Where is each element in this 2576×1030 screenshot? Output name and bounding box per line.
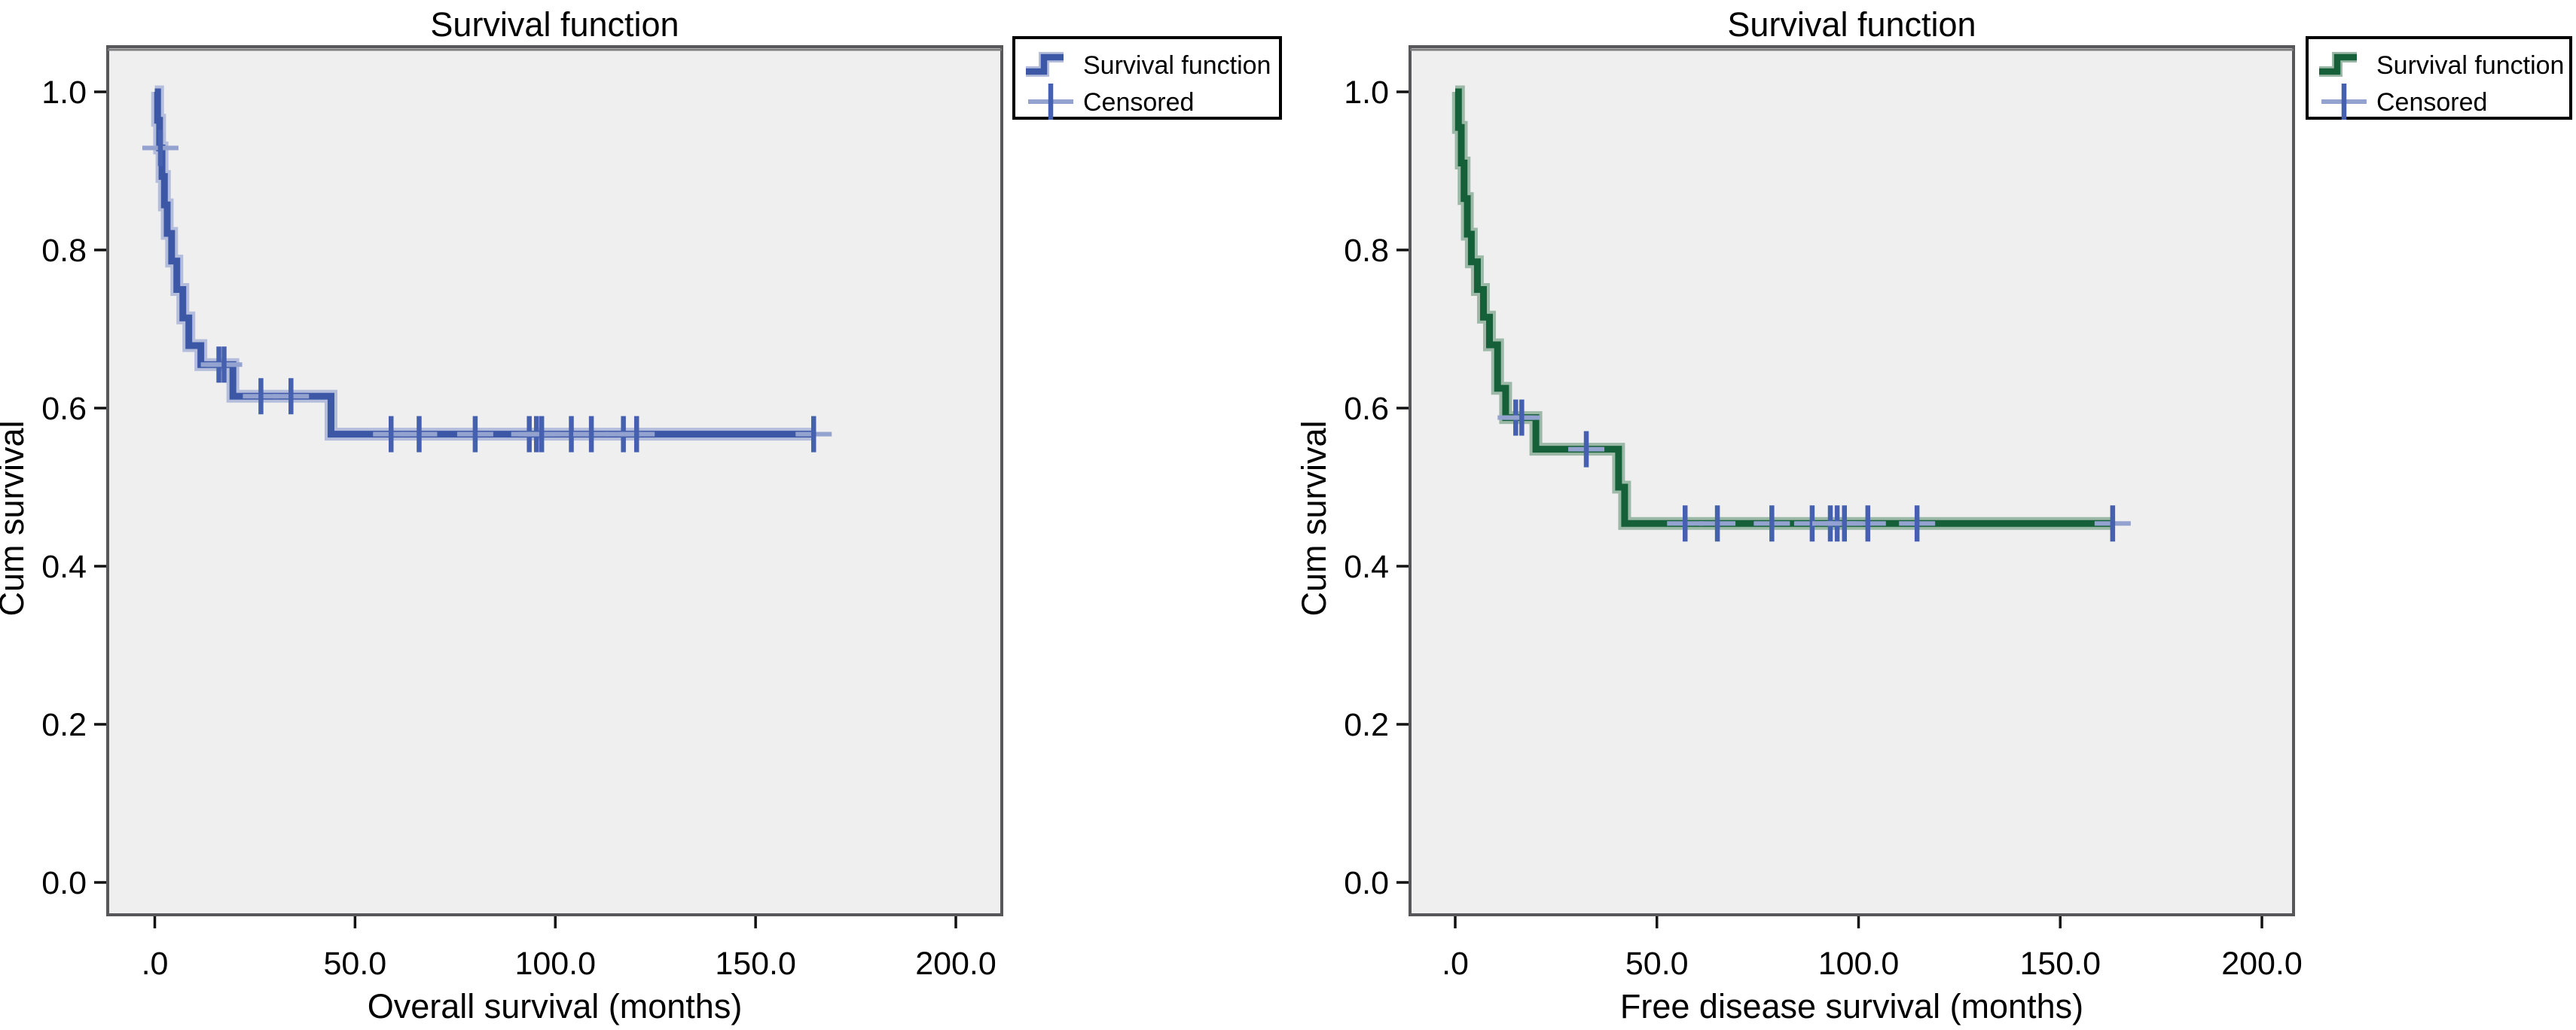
x-tick-label: .0	[1442, 946, 1469, 982]
y-tick-label: 0.2	[1344, 707, 1389, 743]
chart-title: Survival function	[1727, 5, 1976, 44]
y-tick-label: 0.8	[1344, 233, 1389, 269]
y-tick-label: 0.0	[1344, 865, 1389, 901]
x-tick-label: 150.0	[2019, 946, 2101, 982]
y-tick-label: 0.2	[41, 707, 87, 743]
legend-censored-label: Censored	[2376, 88, 2487, 117]
x-axis-label: Free disease survival (months)	[1620, 987, 2083, 1025]
x-tick-label: 200.0	[2221, 946, 2303, 982]
y-tick-label: 0.4	[1344, 549, 1389, 585]
x-tick-label: 50.0	[324, 946, 387, 982]
y-axis-label: Cum survival	[0, 420, 31, 616]
x-tick-label: 200.0	[915, 946, 997, 982]
x-tick-label: .0	[142, 946, 169, 982]
y-tick-label: 0.4	[41, 549, 87, 585]
legend-survival-label: Survival function	[2376, 51, 2564, 80]
x-tick-label: 100.0	[514, 946, 596, 982]
y-tick-label: 1.0	[1344, 75, 1389, 111]
legend-step-icon	[2319, 53, 2357, 75]
x-axis-label: Overall survival (months)	[368, 987, 743, 1025]
plot-area	[1409, 45, 2295, 916]
legend-box	[1012, 36, 1282, 120]
x-tick-label: 100.0	[1818, 946, 1900, 982]
y-tick-label: 1.0	[41, 75, 87, 111]
chart-free-disease-survival: .0 50.0 100.0 150.0 200.0 1.0 0.8 0.6 0.4 0.2 0.0 S…	[1295, 5, 2572, 1025]
y-tick-label: 0.6	[41, 391, 87, 427]
legend-step-icon	[1026, 53, 1064, 75]
plot-area	[106, 45, 1003, 916]
y-tick-label: 0.0	[41, 865, 87, 901]
x-tick-label: 150.0	[715, 946, 796, 982]
chart-overall-survival: .0 50.0 100.0 150.0 200.0 1.0 0.8 0.6 0.4 0.2 0.0 S…	[0, 5, 1282, 1025]
chart-title: Survival function	[430, 5, 679, 44]
y-tick-label: 0.8	[41, 233, 87, 269]
legend-box	[2306, 36, 2572, 120]
legend-survival-label: Survival function	[1083, 51, 1271, 80]
y-tick-label: 0.6	[1344, 391, 1389, 427]
x-tick-label: 50.0	[1625, 946, 1689, 982]
legend-censored-label: Censored	[1083, 88, 1194, 117]
y-axis-label: Cum survival	[1295, 420, 1333, 616]
